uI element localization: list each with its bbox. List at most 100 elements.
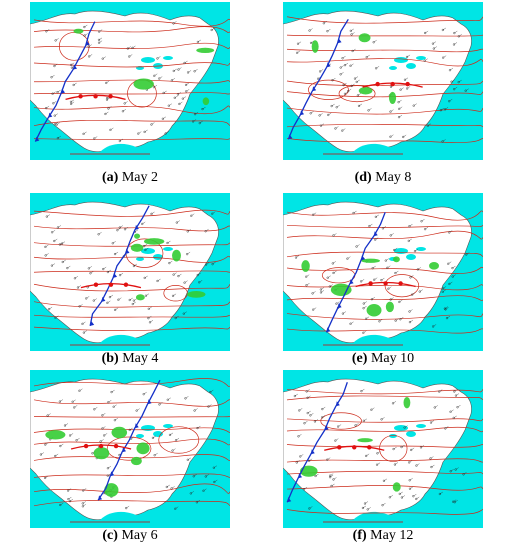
station-plot	[389, 85, 393, 88]
wind-barb	[104, 433, 108, 436]
cold-front-triangle	[147, 399, 152, 405]
station-plot	[454, 394, 458, 397]
wind-barb	[357, 93, 361, 96]
isobar-line	[33, 378, 230, 387]
wind-barb	[466, 252, 470, 255]
wind-barb	[187, 252, 191, 255]
station-plot	[448, 69, 452, 72]
gulf-water	[353, 143, 403, 160]
wind-barb	[455, 393, 460, 396]
wind-barb	[175, 315, 179, 319]
station-plot	[168, 262, 171, 265]
station-plot	[332, 478, 335, 481]
wind-barb	[297, 41, 302, 44]
wind-barb	[51, 75, 55, 78]
wind-barb	[54, 63, 58, 67]
station-plot	[132, 299, 135, 302]
station-plot	[350, 84, 353, 88]
station-plot	[148, 321, 152, 324]
station-plot	[424, 31, 427, 35]
wind-barb	[167, 240, 171, 244]
wind-barb	[69, 499, 74, 502]
station-plot	[78, 389, 81, 392]
wind-barb	[197, 39, 201, 43]
wind-barb	[124, 101, 128, 104]
station-plot	[53, 64, 56, 68]
precipitation-area	[311, 40, 319, 53]
wind-barb	[465, 88, 469, 91]
isobar-line	[33, 138, 230, 141]
station-plot	[85, 297, 88, 300]
station-plot	[370, 298, 373, 301]
lake	[141, 57, 155, 63]
isobar-line	[33, 427, 230, 433]
weather-map-b	[30, 193, 230, 351]
precipitation-area	[45, 430, 66, 440]
station-plot	[61, 260, 64, 264]
isobar-line	[33, 119, 230, 127]
caption-date: May 2	[121, 170, 158, 185]
wind-barb	[124, 227, 129, 230]
wind-barb	[79, 304, 83, 307]
station-plot	[321, 408, 324, 411]
wind-barb	[393, 446, 397, 450]
station-plot	[123, 228, 127, 231]
wind-barb	[46, 29, 50, 32]
wind-barb	[400, 317, 404, 320]
wind-barb	[366, 453, 370, 457]
precipitation-area	[403, 397, 411, 409]
wind-barb	[187, 457, 191, 460]
station-plot	[318, 114, 321, 117]
station-plot	[456, 406, 459, 409]
station-plot	[171, 449, 174, 452]
station-plot	[204, 475, 207, 478]
station-plot	[431, 42, 435, 45]
wind-barb	[327, 457, 331, 460]
wind-barb	[94, 407, 98, 410]
warm-front-semicircle	[108, 282, 114, 287]
wind-barb	[424, 58, 428, 61]
wind-barb	[463, 472, 467, 475]
station-plot	[389, 135, 392, 138]
wind-barb	[431, 464, 435, 468]
precipitation-area	[187, 290, 206, 298]
wind-barb	[443, 55, 447, 58]
wind-barb	[190, 491, 194, 494]
wind-barb	[212, 211, 216, 214]
wind-barb	[142, 221, 146, 225]
wind-barb	[381, 417, 385, 420]
station-plot	[443, 108, 447, 111]
station-plot	[293, 394, 296, 398]
wind-barb	[365, 316, 370, 319]
lake	[136, 257, 144, 261]
wind-barb	[330, 473, 334, 476]
station-plot	[172, 22, 175, 25]
station-plot	[177, 68, 180, 71]
station-plot	[97, 233, 100, 236]
cold-front-triangle	[335, 401, 340, 407]
cold-front	[286, 382, 348, 503]
wind-barb	[152, 435, 157, 439]
wind-barb	[320, 123, 325, 126]
wind-barb	[450, 409, 454, 412]
cold-front-triangle	[312, 86, 317, 92]
station-plot	[389, 298, 392, 301]
station-plot	[150, 123, 153, 126]
station-plot	[319, 70, 322, 73]
station-plot	[296, 51, 299, 54]
station-plot	[363, 502, 367, 505]
wind-barb	[395, 270, 399, 274]
isobar-line	[286, 509, 483, 515]
station-plot	[331, 262, 334, 265]
wind-barb	[187, 229, 191, 232]
precipitation-area	[429, 262, 439, 270]
station-plot	[144, 294, 148, 297]
wind-barb	[208, 404, 212, 407]
station-plot	[362, 307, 365, 310]
wind-barb	[347, 256, 351, 259]
station-plot	[192, 120, 195, 123]
wind-barb	[149, 320, 154, 323]
station-plot	[364, 317, 368, 320]
precipitation-area	[111, 426, 128, 439]
station-plot	[302, 488, 306, 491]
